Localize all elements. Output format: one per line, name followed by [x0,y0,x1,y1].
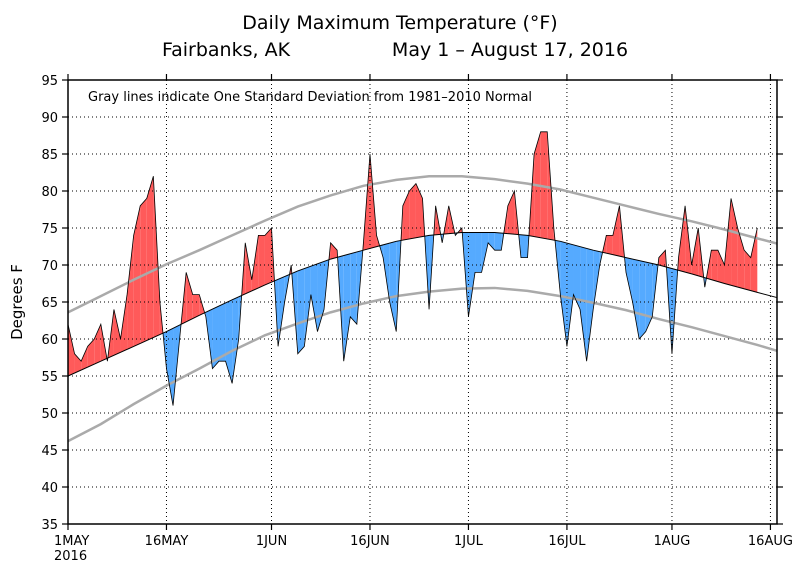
above-normal-fill [120,294,128,353]
below-normal-fill [494,232,502,251]
upper-std-line [67,174,778,314]
below-normal-fill [645,262,653,332]
above-normal-fill [192,294,200,319]
above-normal-fill [330,242,338,260]
x-tick-label: 16JUL [548,534,586,549]
above-normal-fill [717,250,725,284]
x-tick-label: 1JUL [454,534,484,549]
below-normal-fill [632,259,640,339]
y-tick-label: 90 [41,111,58,126]
below-normal-fill [481,232,489,273]
y-tick-label: 70 [41,259,58,274]
above-normal-fill [507,191,515,235]
above-normal-fill [678,205,686,273]
y-tick-label: 65 [41,296,58,311]
below-normal-fill [580,246,587,362]
observed-line [67,131,758,406]
below-normal-fill [278,276,285,347]
chart-date-range: May 1 – August 17, 2016 [392,39,628,61]
y-tick-label: 80 [41,185,58,200]
below-normal-fill [586,248,594,362]
above-normal-fill [691,228,699,276]
normal-line [67,231,778,377]
annotation-note: Gray lines indicate One Standard Deviati… [88,90,532,105]
chart-location: Fairbanks, AK [162,39,291,61]
x-tick-label: 1MAY [54,534,89,549]
y-tick-label: 95 [41,74,58,89]
above-normal-fill [245,242,252,294]
below-normal-fill [488,232,495,251]
x-tick-sublabel: 2016 [54,549,87,564]
above-normal-fill [74,353,82,374]
below-normal-fill [383,243,390,302]
above-normal-fill [87,339,95,368]
y-tick-label: 55 [41,370,58,385]
above-normal-fill [612,205,620,257]
curves [67,131,778,443]
y-tick-label: 40 [41,481,58,496]
above-normal-fill [81,346,88,371]
above-normal-fill [737,228,745,289]
below-normal-fill [218,302,226,362]
below-normal-fill [166,328,174,406]
chart-title: Daily Maximum Temperature (°F) [242,12,557,34]
below-normal-fill [225,299,233,384]
below-normal-fill [593,250,600,310]
x-tick-label: 16AUG [748,534,793,549]
below-normal-fill [468,232,476,317]
x-tick-label: 1JUN [256,534,287,549]
y-tick-label: 45 [41,444,58,459]
above-normal-fill [750,228,758,293]
below-normal-fill [520,234,528,258]
above-normal-fill [658,250,666,267]
above-normal-fill [113,309,121,356]
above-normal-fill [251,235,259,291]
below-normal-fill [232,296,239,384]
below-normal-fill [212,306,219,369]
above-normal-fill [127,235,134,350]
below-normal-fill [639,260,646,339]
above-normal-fill [153,176,160,338]
below-normal-fill [310,263,318,332]
below-normal-fill [350,251,357,325]
below-normal-fill [573,244,581,310]
y-tick-label: 75 [41,222,58,237]
below-normal-fill [626,257,633,302]
y-axis-title: Degrees F [8,264,26,340]
above-normal-fill [133,205,141,347]
y-axis: 35 40 45 50 55 60 65 70 75 80 85 90 95 [41,74,783,533]
y-tick-label: 50 [41,407,58,422]
above-normal-fill [264,228,272,285]
above-normal-fill [711,250,718,282]
above-normal-fill [146,176,154,341]
below-normal-fill [304,266,311,347]
anomaly-fills [68,131,758,406]
x-tick-label: 1AUG [654,534,691,549]
above-normal-fill [258,235,265,288]
above-normal-fill [415,183,423,238]
above-normal-fill [724,198,732,286]
below-normal-fill [566,243,574,347]
below-normal-fill [297,268,305,354]
above-normal-fill [68,324,75,376]
above-normal-fill [94,324,101,365]
above-normal-fill [186,272,193,322]
y-tick-label: 85 [41,148,58,163]
below-normal-fill [475,232,482,273]
above-normal-fill [744,250,751,291]
x-tick-label: 16JUN [350,534,390,549]
below-normal-fill [560,241,567,347]
above-normal-fill [606,235,613,255]
y-tick-label: 35 [41,518,58,533]
above-normal-fill [409,183,416,239]
above-normal-fill [140,198,147,344]
x-tick-label: 16MAY [145,534,189,549]
y-tick-label: 60 [41,333,58,348]
